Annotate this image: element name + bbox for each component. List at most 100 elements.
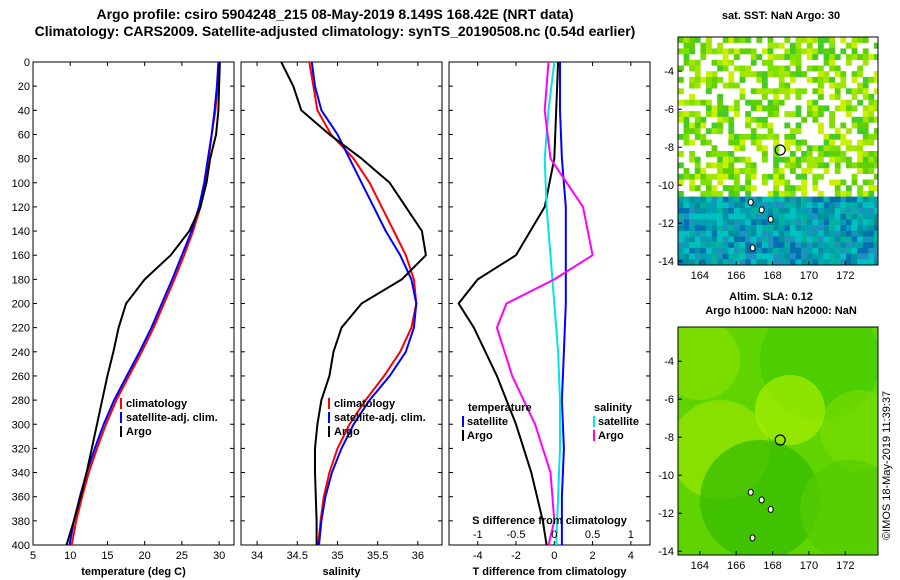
sst-pixel [790,190,796,197]
sst-pixel [874,88,878,95]
sst-pixel [739,225,746,231]
sst-pixel [795,59,802,66]
sst-pixel [823,105,830,112]
sst-pixel [862,196,869,203]
sst-pixel [790,259,796,265]
sst-pixel [750,168,757,174]
sst-pixel [728,202,735,209]
temperature-panel: 0 20 40 60 80 100 120 140 160 180 200 220 240 260 280 3… [12,57,235,578]
sst-pixel [706,196,712,203]
sst-pixel [868,185,875,192]
sst-pixel [840,259,847,265]
sst-pixel [706,42,712,49]
sst-pixel [706,253,712,260]
sst-pixel [868,213,875,220]
sst-pixel [717,105,723,112]
sst-pixel [818,71,824,78]
sst-pixel [857,151,863,157]
sst-pixel [767,236,774,243]
sst-pixel [795,253,802,260]
sst-pixel [711,76,718,83]
sst-pixel [717,111,723,117]
sst-pixel [778,190,785,197]
sst-pixel [823,208,830,214]
sst-pixel [756,219,763,226]
sst-pixel [784,202,791,209]
sst-pixel [862,253,869,260]
sst-pixel [717,190,723,197]
sst-pixel [784,259,791,265]
sst-pixel [711,225,718,231]
sst-pixel [778,71,785,78]
sst-pixel [739,213,746,220]
sst-pixel [717,162,723,169]
sst-pixel [840,105,847,112]
sst-pixel [857,196,863,203]
sst-pixel [711,122,718,129]
sst-pixel [745,99,751,106]
sst-pixel [683,259,690,265]
sst-pixel [683,247,690,254]
sst-pixel [722,168,729,174]
t-legend-label: Argo [467,430,493,442]
sst-pixel [706,259,712,265]
sst-pixel [829,219,835,226]
sst-pixel [840,236,847,243]
sst-pixel [762,71,768,78]
sst-pixel [851,225,858,231]
sst-pixel [806,105,813,112]
sst-pixel [790,213,796,220]
sst-pixel [790,202,796,209]
sst-pixel [717,122,723,129]
sst-pixel [689,59,695,66]
salinity-diff-axis-label: S difference from climatology [472,515,628,527]
sst-pixel [694,242,701,249]
sst-pixel [694,122,701,129]
sst-pixel [874,76,878,83]
sst-pixel [857,208,863,214]
sst-pixel [790,71,796,78]
sst-pixel [706,151,712,157]
sst-pixel [762,82,768,89]
sst-pixel [862,225,869,231]
sst-pixel [706,208,712,214]
sst-pixel [806,99,813,106]
depth-tick-label: 400 [12,540,30,552]
island-marker [767,215,774,223]
sst-pixel [717,48,723,55]
sst-pixel [851,253,858,260]
sst-pixel [734,179,740,186]
sst-pixel [750,213,757,220]
sst-pixel [728,156,735,163]
sst-pixel [689,65,695,72]
sst-pixel [784,247,791,254]
sst-pixel [829,253,835,260]
sst-pixel [846,105,852,112]
sst-pixel [806,230,813,237]
sst-pixel [773,179,779,186]
sst-pixel [773,253,779,260]
salinity-legend-label: Argo [334,426,360,438]
sst-pixel [778,236,785,243]
sst-pixel [790,196,796,203]
sst-pixel [846,253,852,260]
sst-pixel [862,236,869,243]
sst-pixel [728,139,735,146]
sst-pixel [694,162,701,169]
sst-pixel [851,42,858,49]
sst-pixel [683,173,690,180]
sla-anomaly-patch [678,327,740,400]
sst-pixel [840,242,847,249]
sst-pixel [857,99,863,106]
sst-pixel [728,253,735,260]
sst-pixel [722,59,729,66]
sst-pixel [750,71,757,78]
sst-pixel [874,99,878,106]
sst-pixel [762,133,768,140]
sst-pixel [706,71,712,78]
sst-pixel [717,253,723,260]
sst-pixel [750,196,757,203]
sst-pixel [745,242,751,249]
sst-pixel [812,37,819,43]
sst-pixel [801,168,807,174]
